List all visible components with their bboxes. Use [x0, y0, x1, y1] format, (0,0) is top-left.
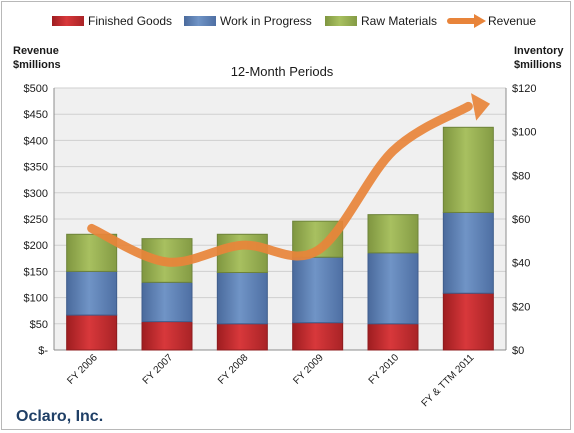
- revenue-line-series: [87, 93, 491, 267]
- revenue-line: [87, 101, 473, 267]
- category-label: FY & TTM 2011: [420, 352, 477, 409]
- category-labels: FY 2006 FY 2007 FY 2008 FY 2009 FY 2010 FY & …: [65, 352, 476, 409]
- left-tick-label: $150: [24, 266, 48, 278]
- right-tick-label: $60: [512, 214, 530, 226]
- bar-series: [66, 126, 494, 351]
- left-tick-label: $400: [24, 135, 48, 147]
- legend-arrowhead-revenue: [474, 14, 486, 28]
- bar-finished-goods: [66, 314, 118, 351]
- bar-work-in-progress: [367, 252, 419, 325]
- left-tick-label: $250: [24, 214, 48, 226]
- left-tick-label: $450: [24, 109, 48, 121]
- right-tick-label: $40: [512, 258, 530, 270]
- left-tick-label: $-: [38, 345, 48, 357]
- bar-finished-goods: [141, 321, 193, 351]
- legend-swatch-raw-materials: [325, 16, 357, 26]
- bar-finished-goods: [216, 323, 268, 351]
- left-axis-title-line2: $millions: [13, 59, 61, 71]
- left-tick-label: $100: [24, 293, 48, 305]
- legend-label-raw-materials: Raw Materials: [361, 14, 437, 28]
- right-tick-label: $100: [512, 127, 536, 139]
- left-axis-ticks: $- $50 $100 $150 $200 $250 $300 $350 $400 $450 $50…: [24, 83, 49, 357]
- left-tick-label: $300: [24, 188, 48, 200]
- right-axis-ticks: $0 $20 $40 $60 $80 $100 $120: [512, 83, 536, 357]
- legend: Finished Goods Work in Progress Raw Mate…: [52, 14, 536, 28]
- bar-finished-goods: [442, 292, 494, 351]
- bar-raw-materials: [442, 126, 494, 213]
- bar-raw-materials: [367, 214, 419, 254]
- category-label: FY 2008: [216, 352, 251, 387]
- left-tick-label: $500: [24, 83, 48, 95]
- legend-item-raw-materials: Raw Materials: [325, 14, 437, 28]
- legend-item-finished-goods: Finished Goods: [52, 14, 172, 28]
- legend-item-revenue: Revenue: [447, 14, 536, 28]
- bar-work-in-progress: [292, 256, 344, 324]
- legend-label-revenue: Revenue: [488, 14, 536, 28]
- right-tick-label: $80: [512, 170, 530, 182]
- legend-swatch-work-in-progress: [184, 16, 216, 26]
- category-label: FY 2010: [367, 352, 402, 387]
- left-tick-label: $200: [24, 240, 48, 252]
- right-tick-label: $0: [512, 345, 524, 357]
- right-axis-title-line1: Inventory: [514, 45, 564, 57]
- right-tick-label: $20: [512, 301, 530, 313]
- left-axis-title-line1: Revenue: [13, 45, 59, 57]
- right-tick-label: $120: [512, 83, 536, 95]
- category-label: FY 2009: [291, 352, 326, 387]
- chart-title: 12-Month Periods: [231, 64, 334, 79]
- category-label: FY 2006: [65, 352, 100, 387]
- bar-work-in-progress: [442, 211, 494, 294]
- bar-work-in-progress: [66, 270, 118, 316]
- legend-label-work-in-progress: Work in Progress: [220, 14, 312, 28]
- gridlines: [53, 87, 507, 351]
- category-label: FY 2007: [141, 352, 176, 387]
- left-tick-label: $50: [30, 319, 48, 331]
- bar-finished-goods: [367, 323, 419, 351]
- bar-work-in-progress: [216, 271, 268, 325]
- right-axis-title-line2: $millions: [514, 59, 562, 71]
- legend-label-finished-goods: Finished Goods: [88, 14, 172, 28]
- legend-swatch-finished-goods: [52, 16, 84, 26]
- revenue-arrowhead: [470, 93, 491, 121]
- left-tick-label: $350: [24, 162, 48, 174]
- company-name: Oclaro, Inc.: [16, 408, 103, 425]
- legend-item-work-in-progress: Work in Progress: [184, 14, 312, 28]
- bar-work-in-progress: [141, 281, 193, 323]
- bar-finished-goods: [292, 322, 344, 351]
